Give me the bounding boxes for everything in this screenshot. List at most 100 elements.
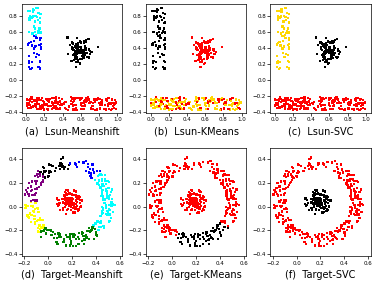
Point: [92, 178, 98, 182]
Point: [318, 104, 324, 109]
Point: [338, 101, 344, 106]
Point: [232, 216, 238, 220]
Point: [223, 209, 229, 214]
Point: [164, 99, 170, 103]
Point: [322, 42, 328, 47]
Point: [99, 103, 105, 107]
Point: [349, 208, 355, 212]
Point: [101, 106, 107, 111]
Point: [222, 172, 228, 177]
Point: [280, 187, 286, 191]
Point: [208, 228, 214, 233]
Point: [352, 97, 358, 102]
Point: [311, 191, 317, 196]
Point: [71, 201, 77, 205]
Point: [304, 231, 310, 235]
Point: [189, 196, 195, 201]
Point: [198, 52, 204, 57]
Point: [221, 101, 227, 105]
Point: [203, 107, 209, 111]
Point: [98, 219, 104, 223]
Point: [316, 232, 322, 237]
Point: [334, 95, 340, 100]
Point: [214, 104, 220, 108]
Point: [285, 223, 291, 228]
Point: [327, 49, 333, 54]
Point: [82, 45, 88, 50]
Point: [193, 239, 199, 243]
Point: [195, 107, 201, 112]
Point: [286, 37, 292, 42]
Point: [34, 52, 40, 57]
Point: [233, 203, 239, 208]
Point: [346, 100, 352, 104]
Point: [46, 98, 52, 103]
Point: [43, 97, 49, 101]
Point: [163, 103, 169, 107]
Point: [230, 179, 236, 184]
Point: [284, 169, 290, 173]
Point: [85, 162, 91, 166]
Point: [93, 231, 99, 235]
Point: [204, 54, 210, 59]
Point: [198, 60, 204, 64]
Point: [204, 230, 210, 235]
Point: [83, 47, 89, 52]
Point: [30, 7, 36, 11]
Point: [40, 223, 46, 227]
Point: [63, 203, 69, 207]
Point: [55, 203, 61, 208]
Point: [187, 99, 193, 104]
Point: [65, 188, 71, 193]
Point: [356, 101, 362, 106]
Point: [165, 224, 171, 228]
Point: [321, 193, 327, 197]
Point: [95, 220, 101, 224]
Point: [81, 99, 87, 103]
Point: [204, 101, 210, 105]
Point: [227, 203, 233, 207]
Point: [189, 207, 195, 212]
Point: [158, 99, 164, 104]
Point: [157, 55, 163, 59]
Point: [329, 49, 336, 54]
Point: [201, 49, 207, 54]
Point: [271, 206, 277, 211]
Point: [216, 100, 222, 105]
Point: [105, 95, 111, 100]
Point: [172, 229, 178, 234]
Point: [62, 105, 68, 110]
Point: [186, 195, 192, 200]
Point: [326, 101, 332, 106]
Point: [275, 59, 281, 63]
Point: [32, 14, 38, 18]
Point: [198, 196, 204, 201]
Point: [341, 107, 347, 112]
Point: [203, 231, 209, 236]
Point: [357, 216, 363, 221]
Point: [275, 106, 281, 110]
Point: [197, 162, 203, 167]
Point: [154, 193, 160, 197]
Point: [160, 98, 166, 103]
Point: [85, 164, 91, 169]
Point: [192, 203, 198, 208]
Point: [197, 45, 203, 49]
Point: [190, 191, 196, 196]
Point: [60, 197, 66, 201]
Point: [96, 172, 102, 177]
Point: [63, 243, 69, 248]
Point: [184, 197, 190, 201]
Point: [26, 192, 32, 196]
Point: [181, 106, 187, 111]
Point: [322, 44, 328, 48]
Point: [172, 103, 178, 108]
Point: [322, 189, 328, 194]
Point: [227, 203, 233, 207]
Point: [348, 100, 354, 105]
Point: [279, 34, 285, 38]
Point: [335, 170, 341, 175]
Point: [72, 55, 78, 60]
Point: [74, 55, 80, 60]
Point: [105, 96, 111, 100]
